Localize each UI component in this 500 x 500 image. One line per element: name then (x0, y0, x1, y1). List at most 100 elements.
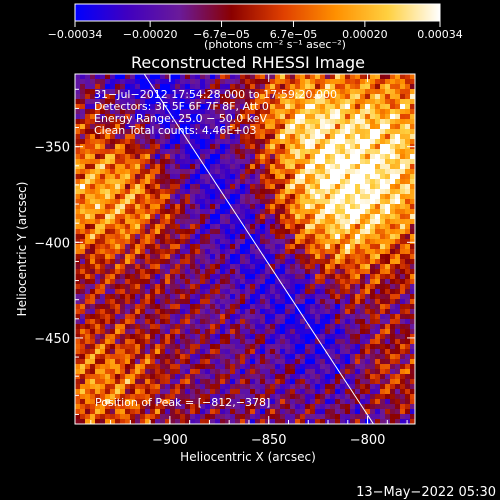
heatmap-cell (260, 369, 266, 375)
heatmap-cell (280, 234, 286, 240)
heatmap-cell (315, 149, 321, 155)
heatmap-cell (275, 224, 281, 230)
heatmap-cell (360, 94, 366, 100)
heatmap-cell (220, 144, 226, 150)
heatmap-cell (105, 409, 111, 415)
heatmap-cell (110, 284, 116, 290)
heatmap-cell (115, 184, 121, 190)
heatmap-cell (260, 334, 266, 340)
heatmap-cell (105, 344, 111, 350)
heatmap-cell (105, 389, 111, 395)
heatmap-cell (320, 284, 326, 290)
heatmap-cell (230, 309, 236, 315)
heatmap-cell (305, 394, 311, 400)
heatmap-cell (295, 259, 301, 265)
heatmap-cell (230, 294, 236, 300)
heatmap-cell (360, 279, 366, 285)
heatmap-cell (75, 74, 81, 80)
heatmap-cell (195, 119, 201, 125)
heatmap-cell (215, 144, 221, 150)
heatmap-cell (170, 334, 176, 340)
heatmap-cell (365, 364, 371, 370)
heatmap-cell (320, 319, 326, 325)
heatmap-cell (245, 99, 251, 105)
heatmap-cell (160, 189, 166, 195)
heatmap-cell (350, 339, 356, 345)
heatmap-cell (385, 339, 391, 345)
heatmap-cell (105, 369, 111, 375)
heatmap-cell (90, 259, 96, 265)
heatmap-cell (205, 104, 211, 110)
heatmap-cell (325, 99, 331, 105)
heatmap-cell (130, 394, 136, 400)
heatmap-cell (150, 74, 156, 80)
heatmap-cell (195, 179, 201, 185)
heatmap-cell (110, 169, 116, 175)
heatmap-cell (375, 119, 381, 125)
heatmap-cell (165, 174, 171, 180)
heatmap-cell (105, 159, 111, 165)
heatmap-cell (120, 314, 126, 320)
heatmap-cell (240, 139, 246, 145)
heatmap-cell (85, 179, 91, 185)
heatmap-cell (385, 244, 391, 250)
heatmap-cell (410, 84, 415, 90)
heatmap-cell (220, 104, 226, 110)
heatmap-cell (165, 144, 171, 150)
heatmap-cell (90, 144, 96, 150)
heatmap-cell (310, 169, 316, 175)
colorbar-tick-label: −0.00034 (48, 28, 103, 41)
heatmap-cell (370, 419, 376, 424)
heatmap-cell (200, 409, 206, 415)
heatmap-cell (405, 124, 411, 130)
heatmap-cell (330, 284, 336, 290)
heatmap-cell (365, 374, 371, 380)
heatmap-cell (130, 319, 136, 325)
heatmap-cell (385, 289, 391, 295)
heatmap-cell (80, 104, 86, 110)
heatmap-cell (195, 269, 201, 275)
heatmap-cell (115, 409, 121, 415)
heatmap-cell (190, 414, 196, 420)
heatmap-cell (255, 294, 261, 300)
heatmap-cell (330, 159, 336, 165)
heatmap-cell (320, 174, 326, 180)
y-tick-label: −350 (34, 141, 70, 156)
heatmap-cell (85, 234, 91, 240)
heatmap-cell (250, 339, 256, 345)
heatmap-cell (105, 229, 111, 235)
heatmap-cell (300, 289, 306, 295)
heatmap-cell (195, 264, 201, 270)
heatmap-cell (135, 84, 141, 90)
heatmap-cell (275, 149, 281, 155)
heatmap-cell (240, 114, 246, 120)
heatmap-cell (310, 299, 316, 305)
heatmap-cell (245, 389, 251, 395)
heatmap-cell (340, 184, 346, 190)
heatmap-cell (225, 204, 231, 210)
heatmap-cell (210, 374, 216, 380)
heatmap-cell (335, 89, 341, 95)
heatmap-cell (410, 264, 415, 270)
heatmap-cell (330, 374, 336, 380)
heatmap-cell (85, 304, 91, 310)
heatmap-cell (130, 279, 136, 285)
heatmap-cell (305, 209, 311, 215)
heatmap-cell (260, 289, 266, 295)
heatmap-cell (400, 304, 406, 310)
heatmap-cell (295, 409, 301, 415)
heatmap-cell (285, 189, 291, 195)
heatmap-cell (320, 364, 326, 370)
heatmap-cell (260, 234, 266, 240)
heatmap-cell (300, 104, 306, 110)
heatmap-cell (130, 324, 136, 330)
heatmap-cell (210, 134, 216, 140)
heatmap-cell (165, 99, 171, 105)
heatmap-cell (170, 224, 176, 230)
heatmap-cell (75, 349, 81, 355)
heatmap-cell (215, 109, 221, 115)
heatmap-cell (285, 374, 291, 380)
heatmap-cell (295, 289, 301, 295)
heatmap-cell (230, 399, 236, 405)
heatmap-cell (90, 404, 96, 410)
